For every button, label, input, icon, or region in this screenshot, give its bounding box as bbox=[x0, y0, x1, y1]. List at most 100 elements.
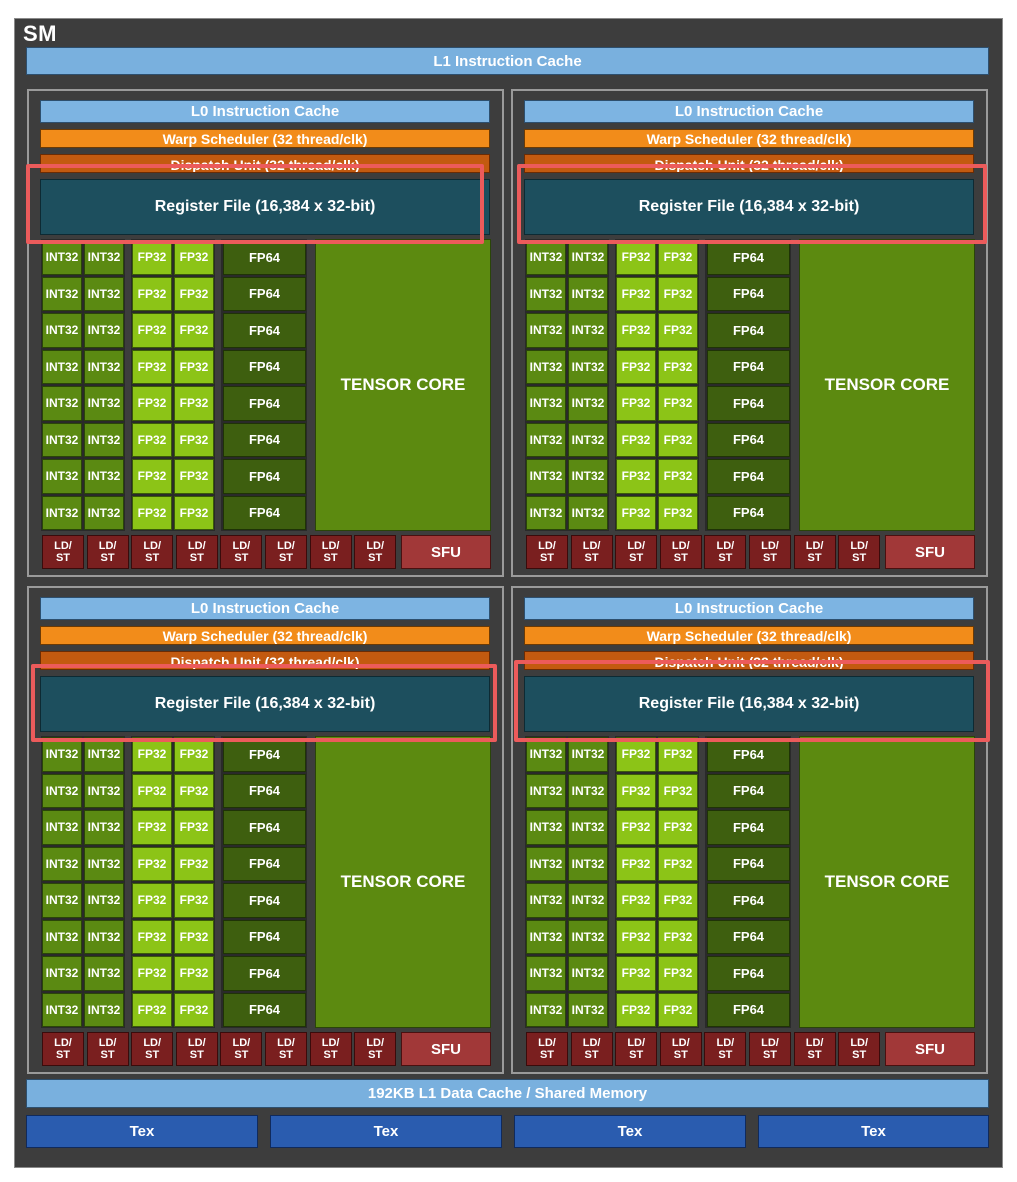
int32-core: INT32 bbox=[84, 992, 124, 1027]
ld-st-unit: LD/ ST bbox=[838, 535, 881, 569]
sfu-unit: SFU bbox=[401, 1032, 491, 1066]
int32-core: INT32 bbox=[84, 422, 124, 457]
fp32-core: FP32 bbox=[658, 956, 698, 991]
tex-unit-2: Tex bbox=[270, 1115, 502, 1148]
fp32-core: FP32 bbox=[174, 773, 214, 808]
fp64-core: FP64 bbox=[707, 883, 790, 918]
int32-core: INT32 bbox=[42, 313, 82, 348]
fp32-core: FP32 bbox=[616, 459, 656, 494]
int32-core: INT32 bbox=[42, 349, 82, 384]
fp32-core: FP32 bbox=[616, 846, 656, 881]
fp64-core: FP64 bbox=[223, 846, 306, 881]
fp32-core: FP32 bbox=[616, 992, 656, 1027]
fp64-core: FP64 bbox=[707, 386, 790, 421]
int32-core: INT32 bbox=[526, 276, 566, 311]
ld-st-unit: LD/ ST bbox=[42, 1032, 84, 1066]
fp32-core: FP32 bbox=[658, 459, 698, 494]
int32-core: INT32 bbox=[568, 349, 608, 384]
fp64-core: FP64 bbox=[223, 495, 306, 530]
fp32-core: FP32 bbox=[132, 737, 172, 772]
tex-unit-1: Tex bbox=[26, 1115, 258, 1148]
int32-core: INT32 bbox=[526, 810, 566, 845]
fp32-core: FP32 bbox=[174, 919, 214, 954]
fp32-core: FP32 bbox=[658, 737, 698, 772]
fp32-core: FP32 bbox=[132, 992, 172, 1027]
register-file: Register File (16,384 x 32-bit) bbox=[524, 179, 974, 235]
ld-st-unit: LD/ ST bbox=[749, 535, 791, 569]
ld-st-unit: LD/ ST bbox=[570, 1032, 613, 1066]
fp64-core: FP64 bbox=[223, 386, 306, 421]
fp32-core: FP32 bbox=[174, 240, 214, 275]
int32-core: INT32 bbox=[526, 422, 566, 457]
int32-core: INT32 bbox=[526, 956, 566, 991]
int32-core: INT32 bbox=[42, 883, 82, 918]
int32-core: INT32 bbox=[526, 459, 566, 494]
int32-core: INT32 bbox=[568, 919, 608, 954]
fp32-core: FP32 bbox=[616, 495, 656, 530]
fp32-core: FP32 bbox=[616, 349, 656, 384]
int32-core: INT32 bbox=[526, 919, 566, 954]
fp32-core: FP32 bbox=[658, 276, 698, 311]
int32-core: INT32 bbox=[84, 810, 124, 845]
fp64-core: FP64 bbox=[223, 276, 306, 311]
sfu-unit: SFU bbox=[885, 1032, 975, 1066]
int32-core: INT32 bbox=[84, 956, 124, 991]
fp64-core: FP64 bbox=[223, 992, 306, 1027]
l0-instruction-cache: L0 Instruction Cache bbox=[40, 100, 490, 123]
int32-core: INT32 bbox=[568, 956, 608, 991]
ld-st-unit: LD/ ST bbox=[793, 535, 836, 569]
ld-st-unit: LD/ ST bbox=[354, 535, 397, 569]
int32-core: INT32 bbox=[42, 992, 82, 1027]
fp64-core: FP64 bbox=[707, 919, 790, 954]
tensor-core: TENSOR CORE bbox=[799, 736, 975, 1028]
fp32-core: FP32 bbox=[174, 459, 214, 494]
int32-core: INT32 bbox=[526, 349, 566, 384]
int32-core: INT32 bbox=[84, 386, 124, 421]
fp32-core: FP32 bbox=[174, 883, 214, 918]
warp-scheduler: Warp Scheduler (32 thread/clk) bbox=[524, 129, 974, 148]
register-file: Register File (16,384 x 32-bit) bbox=[40, 676, 490, 732]
dispatch-unit: Dispatch Unit (32 thread/clk) bbox=[524, 154, 974, 173]
fp32-core: FP32 bbox=[174, 349, 214, 384]
fp64-core: FP64 bbox=[223, 737, 306, 772]
ld-st-unit: LD/ ST bbox=[570, 535, 613, 569]
int32-core: INT32 bbox=[568, 386, 608, 421]
int32-core: INT32 bbox=[84, 240, 124, 275]
fp32-core: FP32 bbox=[174, 422, 214, 457]
fp32-core: FP32 bbox=[174, 495, 214, 530]
int32-core: INT32 bbox=[568, 313, 608, 348]
fp32-core: FP32 bbox=[616, 919, 656, 954]
sfu-unit: SFU bbox=[885, 535, 975, 569]
fp32-core: FP32 bbox=[616, 240, 656, 275]
int32-core: INT32 bbox=[568, 422, 608, 457]
int32-core: INT32 bbox=[84, 883, 124, 918]
warp-scheduler: Warp Scheduler (32 thread/clk) bbox=[40, 626, 490, 645]
int32-core: INT32 bbox=[42, 240, 82, 275]
int32-core: INT32 bbox=[568, 276, 608, 311]
fp64-core: FP64 bbox=[707, 313, 790, 348]
fp32-core: FP32 bbox=[658, 386, 698, 421]
fp64-core: FP64 bbox=[707, 422, 790, 457]
fp32-core: FP32 bbox=[132, 386, 172, 421]
fp32-core: FP32 bbox=[132, 276, 172, 311]
int32-core: INT32 bbox=[84, 313, 124, 348]
fp32-core: FP32 bbox=[658, 810, 698, 845]
fp32-core: FP32 bbox=[658, 919, 698, 954]
int32-core: INT32 bbox=[526, 240, 566, 275]
fp32-core: FP32 bbox=[658, 240, 698, 275]
register-file: Register File (16,384 x 32-bit) bbox=[40, 179, 490, 235]
int32-core: INT32 bbox=[42, 459, 82, 494]
ld-st-unit: LD/ ST bbox=[526, 535, 568, 569]
int32-core: INT32 bbox=[84, 276, 124, 311]
int32-core: INT32 bbox=[84, 495, 124, 530]
tensor-core: TENSOR CORE bbox=[799, 239, 975, 531]
l0-instruction-cache: L0 Instruction Cache bbox=[40, 597, 490, 620]
tensor-core: TENSOR CORE bbox=[315, 239, 491, 531]
streaming-multiprocessor: SM L1 Instruction Cache L0 Instruction C… bbox=[14, 18, 1003, 1168]
fp32-core: FP32 bbox=[658, 883, 698, 918]
fp32-core: FP32 bbox=[174, 810, 214, 845]
fp32-core: FP32 bbox=[658, 313, 698, 348]
int32-core: INT32 bbox=[526, 495, 566, 530]
ld-st-unit: LD/ ST bbox=[615, 1032, 658, 1066]
ld-st-unit: LD/ ST bbox=[220, 1032, 263, 1066]
